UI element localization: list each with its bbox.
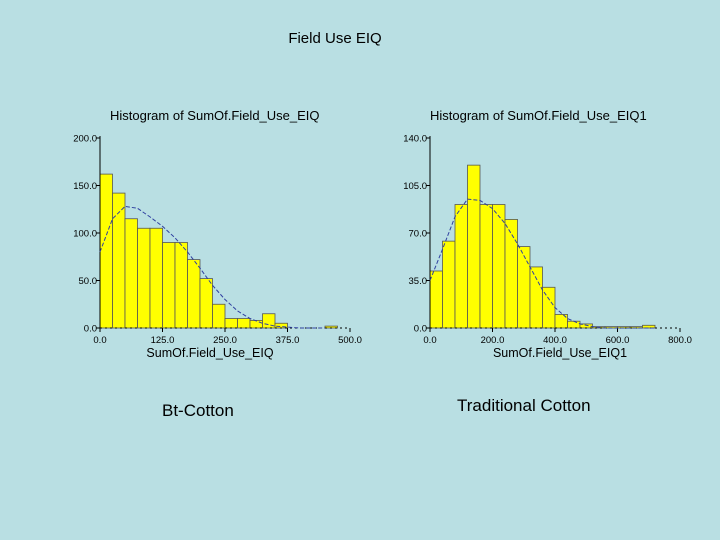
y-tick-label: 35.0 xyxy=(409,276,428,287)
x-axis-label: SumOf.Field_Use_EIQ xyxy=(146,346,273,360)
histogram-bar xyxy=(187,259,201,329)
x-tick-label: 800.0 xyxy=(668,335,692,346)
normal-fit-curve xyxy=(99,205,325,329)
x-tick-label: 0.0 xyxy=(423,335,436,346)
caption-bt-cotton: Bt-Cotton xyxy=(162,401,234,420)
histogram-bar xyxy=(212,303,226,329)
histogram-bar xyxy=(567,320,581,329)
histogram-chart-right: Histogram of SumOf.Field_Use_EIQ1 0.0 35.0… xyxy=(403,108,692,360)
x-tick-label: 600.0 xyxy=(606,335,630,346)
x-tick-label: 200.0 xyxy=(481,335,505,346)
x-tick-label: 250.0 xyxy=(213,335,237,346)
histogram-bar xyxy=(99,173,113,329)
histogram-bar xyxy=(174,242,188,329)
normal-fit-curve xyxy=(429,198,655,329)
x-tick-label: 125.0 xyxy=(151,335,175,346)
y-tick-label: 200.0 xyxy=(73,134,97,145)
x-tick-label: 0.0 xyxy=(93,335,106,346)
histogram-bar xyxy=(642,324,656,329)
y-tick-label: 140.0 xyxy=(403,134,427,145)
y-tick-label: 50.0 xyxy=(79,276,98,287)
chart-title: Histogram of SumOf.Field_Use_EIQ xyxy=(110,108,320,123)
histogram-bar xyxy=(162,242,176,329)
slide-title: Field Use EIQ xyxy=(288,30,382,47)
histogram-bar xyxy=(454,204,468,329)
histogram-bar xyxy=(199,278,213,329)
histogram-bar xyxy=(479,204,493,329)
histogram-bar xyxy=(492,204,506,329)
histogram-bar xyxy=(429,270,443,329)
histogram-bar xyxy=(467,164,481,329)
y-tick-label: 150.0 xyxy=(73,181,97,192)
histogram-chart-left: Histogram of SumOf.Field_Use_EIQ 0.0 50.0 1… xyxy=(73,108,362,360)
caption-traditional-cotton: Traditional Cotton xyxy=(457,396,591,415)
chart-title: Histogram of SumOf.Field_Use_EIQ1 xyxy=(430,108,647,123)
histogram-bar xyxy=(149,227,163,329)
histogram-bar xyxy=(442,240,456,329)
histogram-bar xyxy=(224,318,238,329)
histogram-bar xyxy=(504,219,518,329)
x-tick-label: 500.0 xyxy=(338,335,362,346)
histogram-bar xyxy=(112,192,126,329)
histogram-bar xyxy=(137,227,151,329)
histogram-bar xyxy=(529,266,543,329)
x-tick-label: 400.0 xyxy=(543,335,567,346)
y-tick-label: 0.0 xyxy=(84,324,97,335)
y-tick-label: 100.0 xyxy=(73,229,97,240)
y-tick-label: 105.0 xyxy=(403,181,427,192)
histogram-bar xyxy=(237,318,251,329)
y-tick-label: 70.0 xyxy=(409,229,428,240)
histogram-bar xyxy=(517,246,531,329)
x-axis-label: SumOf.Field_Use_EIQ1 xyxy=(493,346,627,360)
x-tick-label: 375.0 xyxy=(276,335,300,346)
histogram-bar xyxy=(249,319,263,329)
histogram-bar xyxy=(124,218,138,329)
y-tick-label: 0.0 xyxy=(414,324,427,335)
